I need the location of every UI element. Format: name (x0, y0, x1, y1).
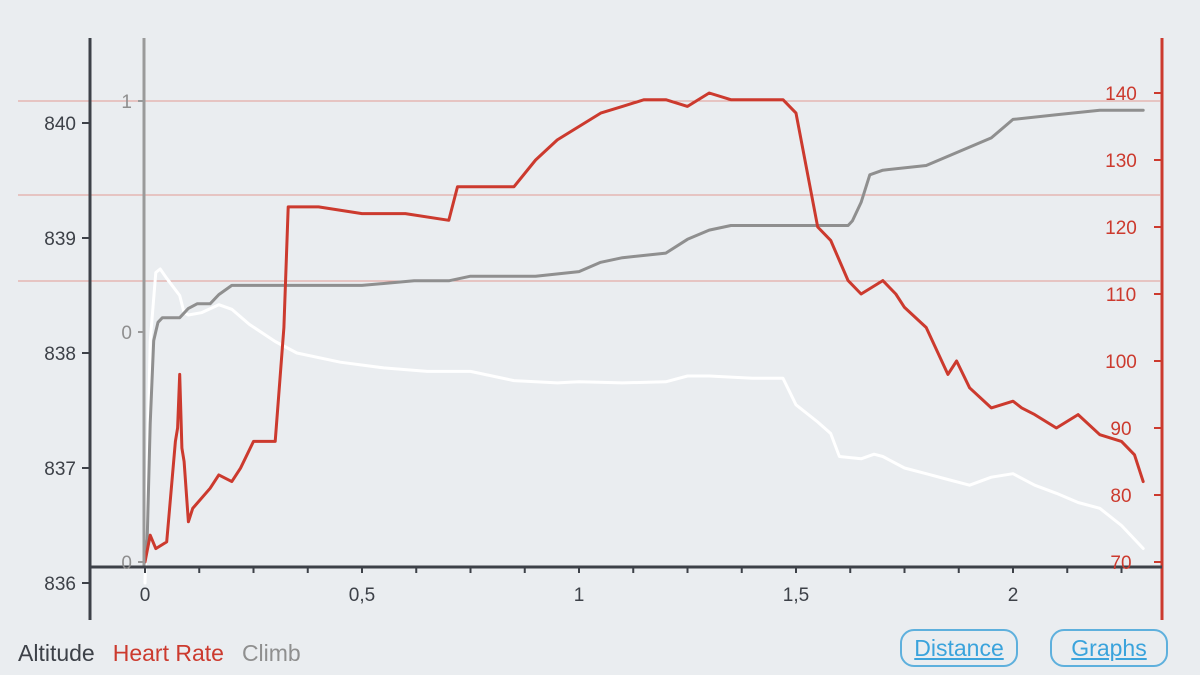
altitude-tick-label-3: 839 (44, 229, 76, 250)
x-tick-label-3: 1,5 (783, 585, 809, 606)
heart-rate-tick-label-5: 120 (1105, 218, 1137, 239)
legend-altitude: Altitude (18, 640, 95, 666)
legend-climb: Climb (241, 640, 301, 666)
legend-heart-rate: Heart Rate (112, 640, 224, 666)
series-line-climb (143, 108, 1145, 564)
distance-button[interactable]: Distance (900, 629, 1018, 667)
altitude-tick-label-4: 840 (44, 114, 76, 135)
x-tick-label-0: 0 (140, 585, 151, 606)
graphs-button[interactable]: Graphs (1050, 629, 1168, 667)
heart-rate-tick-label-1: 80 (1110, 486, 1131, 507)
climb-tick-label-2: 1 (121, 92, 132, 113)
altitude-tick-label-1: 837 (44, 459, 76, 480)
altitude-tick-label-0: 836 (44, 574, 76, 595)
heart-rate-tick-label-7: 140 (1105, 84, 1137, 105)
heart-rate-tick-label-3: 100 (1105, 352, 1137, 373)
x-tick-label-2: 1 (574, 585, 585, 606)
heart-rate-tick-label-2: 90 (1110, 419, 1131, 440)
altitude-tick-label-2: 838 (44, 344, 76, 365)
series-line-heart-rate (143, 91, 1145, 564)
series-line-altitude (143, 267, 1145, 585)
x-tick-label-1: 0,5 (349, 585, 375, 606)
heart-rate-tick-label-4: 110 (1106, 285, 1136, 306)
heart-rate-tick-label-6: 130 (1105, 151, 1137, 172)
legend: Altitude Heart Rate Climb (18, 640, 301, 667)
heart-rate-tick-label-0: 70 (1110, 553, 1131, 574)
climb-tick-label-0: 0 (121, 553, 132, 574)
chart-area: 8368378388398400017080901001101201301400… (18, 38, 1164, 620)
x-tick-label-4: 2 (1008, 585, 1019, 606)
climb-tick-label-1: 0 (121, 323, 132, 344)
